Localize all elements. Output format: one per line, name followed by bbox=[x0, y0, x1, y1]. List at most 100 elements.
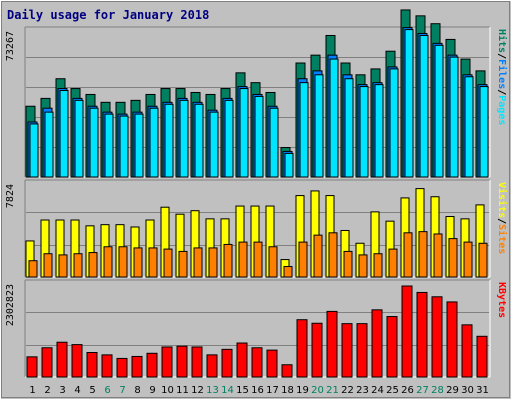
kbytes-bar bbox=[56, 341, 68, 378]
sites-bar bbox=[58, 254, 68, 278]
kbytes-bar bbox=[281, 364, 293, 378]
pages-bar bbox=[479, 86, 489, 178]
sites-bar bbox=[328, 232, 338, 278]
x-tick-label: 30 bbox=[461, 385, 474, 396]
x-tick-label: 7 bbox=[119, 385, 125, 396]
pages-bar bbox=[164, 103, 174, 178]
sites-bar bbox=[208, 247, 218, 278]
kbytes-bar bbox=[401, 285, 413, 378]
kbytes-bar bbox=[386, 316, 398, 378]
x-axis-labels: 1 2 3 4 5 6 7 8 9 10 11 12 13 14 15 16 17 18 19 20 21 22 23 24 2… bbox=[29, 385, 489, 396]
panel-2-series-label: Visits/Sites bbox=[497, 182, 509, 254]
series-label-part: Hits bbox=[497, 29, 509, 53]
kbytes-bar bbox=[461, 324, 473, 378]
x-tick-label: 23 bbox=[356, 385, 369, 396]
x-tick-label: 22 bbox=[341, 385, 354, 396]
x-tick-label: 12 bbox=[191, 385, 204, 396]
pages-bar bbox=[254, 95, 264, 178]
x-tick-label: 25 bbox=[386, 385, 399, 396]
pages-bar bbox=[104, 113, 114, 178]
sites-bar bbox=[103, 246, 113, 278]
series-label-part: Files bbox=[497, 59, 509, 89]
x-tick-label: 1 bbox=[29, 385, 35, 396]
sites-bar bbox=[223, 243, 233, 278]
pages-bar bbox=[269, 107, 279, 178]
kbytes-bar bbox=[416, 291, 428, 378]
x-tick-label: 6 bbox=[104, 385, 110, 396]
pages-bar bbox=[209, 111, 219, 178]
kbytes-bar bbox=[146, 352, 158, 378]
sites-bar bbox=[193, 247, 203, 278]
x-tick-label: 20 bbox=[311, 385, 324, 396]
sites-bar bbox=[298, 241, 308, 278]
pages-bar bbox=[74, 99, 84, 178]
x-tick-label: 15 bbox=[236, 385, 249, 396]
kbytes-bar bbox=[71, 344, 83, 378]
kbytes-bar bbox=[176, 345, 188, 378]
pages-bar bbox=[359, 86, 369, 178]
panel-3-ymax-label: 2302823 bbox=[5, 284, 16, 326]
pages-bar bbox=[419, 34, 429, 178]
chart-title: Daily usage for January 2018 bbox=[7, 8, 209, 22]
sites-bar bbox=[163, 248, 173, 278]
pages-bar bbox=[134, 113, 144, 178]
x-tick-label: 18 bbox=[281, 385, 294, 396]
kbytes-bar bbox=[41, 347, 53, 378]
kbytes-bar bbox=[86, 351, 98, 378]
panel-1-ymax-label: 73267 bbox=[5, 31, 16, 61]
x-tick-label: 26 bbox=[401, 385, 414, 396]
kbytes-bar bbox=[161, 346, 173, 378]
sites-bar bbox=[148, 247, 158, 278]
x-tick-label: 5 bbox=[89, 385, 95, 396]
sites-bar bbox=[73, 253, 83, 278]
x-tick-label: 31 bbox=[476, 385, 489, 396]
kbytes-bar bbox=[326, 310, 338, 378]
pages-bar bbox=[449, 56, 459, 178]
x-tick-label: 13 bbox=[206, 385, 219, 396]
pages-bar bbox=[194, 103, 204, 178]
x-tick-label: 11 bbox=[176, 385, 189, 396]
x-tick-label: 28 bbox=[431, 385, 444, 396]
kbytes-bar bbox=[431, 296, 443, 378]
x-tick-label: 21 bbox=[326, 385, 339, 396]
sites-bar bbox=[343, 250, 353, 278]
sites-bar bbox=[313, 234, 323, 278]
sites-bar bbox=[388, 248, 398, 278]
kbytes-bar bbox=[116, 357, 128, 378]
pages-bar bbox=[374, 84, 384, 178]
sites-bar bbox=[133, 247, 143, 278]
kbytes-bar bbox=[251, 347, 263, 378]
kbytes-bar bbox=[101, 354, 113, 378]
x-tick-label: 10 bbox=[161, 385, 174, 396]
pages-bar bbox=[389, 68, 399, 178]
series-label-part: / bbox=[497, 218, 508, 224]
sites-bar bbox=[178, 250, 188, 278]
x-tick-label: 27 bbox=[416, 385, 429, 396]
pages-bar bbox=[284, 152, 294, 178]
sites-bar bbox=[28, 260, 38, 278]
pages-bar bbox=[29, 123, 39, 178]
kbytes-bar bbox=[236, 342, 248, 378]
pages-bar bbox=[329, 58, 339, 178]
sites-bar bbox=[358, 254, 368, 278]
sites-bar bbox=[283, 266, 293, 278]
x-tick-label: 9 bbox=[149, 385, 155, 396]
x-tick-label: 2 bbox=[44, 385, 50, 396]
pages-bar bbox=[59, 90, 69, 178]
sites-bar bbox=[253, 241, 263, 278]
sites-bar bbox=[238, 241, 248, 278]
x-tick-label: 19 bbox=[296, 385, 309, 396]
series-label-part: Pages bbox=[497, 95, 508, 125]
sites-bar bbox=[88, 252, 98, 278]
kbytes-bar bbox=[311, 322, 323, 378]
kbytes-bar bbox=[266, 349, 278, 378]
x-tick-label: 3 bbox=[59, 385, 65, 396]
x-tick-label: 24 bbox=[371, 385, 384, 396]
kbytes-bar bbox=[206, 354, 218, 378]
pages-bar bbox=[119, 115, 129, 178]
x-tick-label: 14 bbox=[221, 385, 234, 396]
kbytes-bar bbox=[446, 301, 458, 378]
